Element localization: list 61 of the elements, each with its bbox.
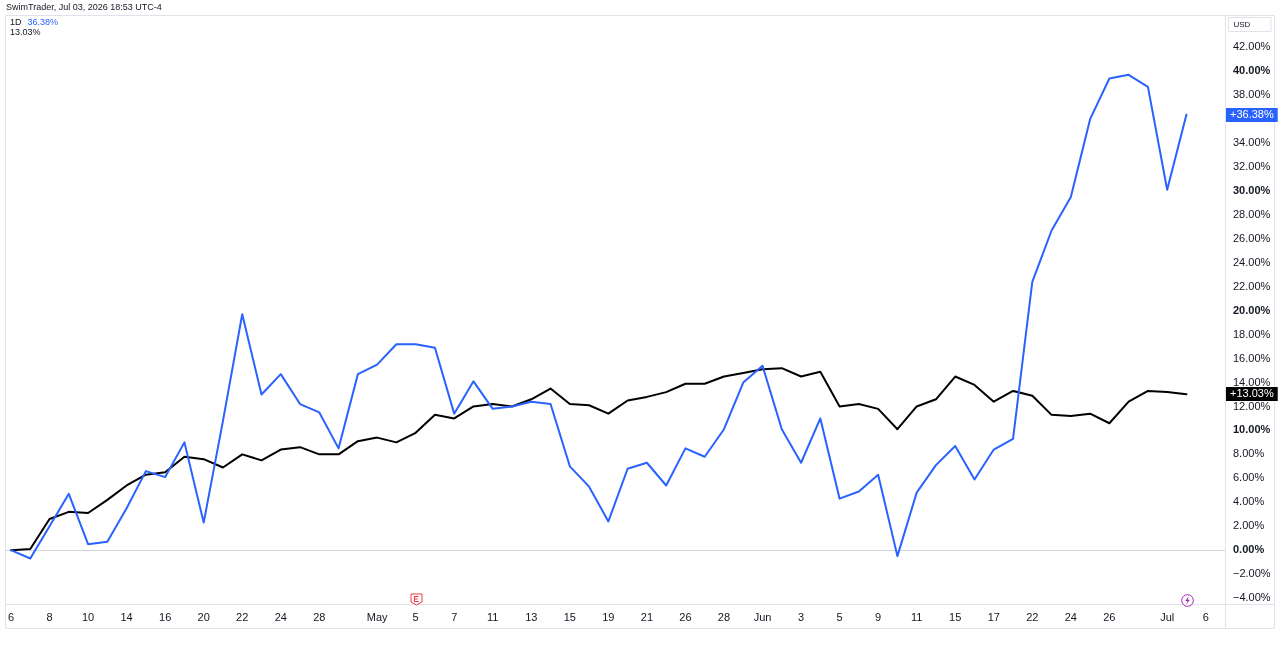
- y-tick-label: 14.00%: [1233, 375, 1271, 388]
- x-tick-label: 11: [910, 610, 923, 623]
- y-tick-label: 2.00%: [1233, 519, 1265, 532]
- x-tick-label: 16: [159, 610, 172, 623]
- x-tick-label: 28: [313, 610, 326, 623]
- y-tick-label: 32.00%: [1233, 160, 1271, 173]
- y-tick-label: 18.00%: [1233, 327, 1271, 340]
- annotation: 13.03%: [10, 27, 41, 38]
- x-tick-label: 7: [451, 610, 458, 623]
- text: SwimTrader, Jul 03, 2026 18:53 UTC-4: [6, 2, 162, 13]
- y-tick-label: 12.00%: [1233, 399, 1271, 412]
- y-tick-label: 0.00%: [1233, 543, 1265, 556]
- y-tick-label: 22.00%: [1233, 279, 1271, 292]
- x-tick-label: May: [366, 610, 389, 623]
- y-tick-label: 42.00%: [1233, 40, 1271, 53]
- x-tick-label: 8: [46, 610, 53, 623]
- y-tick-label: 28.00%: [1233, 207, 1271, 220]
- x-tick-label: 22: [1026, 610, 1039, 623]
- y-tick-label: 8.00%: [1233, 447, 1265, 460]
- x-tick-label: 10: [81, 610, 95, 623]
- y-tick-label: 26.00%: [1233, 231, 1271, 244]
- x-tick-label: 15: [949, 610, 962, 623]
- x-tick-label: 19: [602, 610, 615, 623]
- y-tick-label: 10.00%: [1233, 423, 1271, 436]
- x-tick-label: 20: [197, 610, 210, 623]
- y-tick-label: 16.00%: [1233, 351, 1271, 364]
- x-tick-label: 14: [120, 610, 133, 623]
- y-tick-label: 40.00%: [1233, 64, 1271, 77]
- y-tick-label: 6.00%: [1233, 471, 1265, 484]
- x-tick-label: 3: [798, 610, 805, 623]
- annotation: 36.38%: [27, 17, 59, 28]
- y-tick-label: 30.00%: [1233, 184, 1271, 197]
- x-tick-label: 26: [679, 610, 692, 623]
- y-tick-label: −4.00%: [1233, 591, 1271, 604]
- x-tick-label: 26: [1103, 610, 1116, 623]
- x-tick-label: Jul: [1160, 610, 1175, 623]
- y-tick-label: 20.00%: [1233, 303, 1271, 316]
- annotation: 1D: [10, 17, 23, 28]
- x-tick-label: 13: [525, 610, 538, 623]
- x-tick-label: 24: [1064, 610, 1077, 623]
- y-tick-label: 38.00%: [1233, 88, 1271, 101]
- y-tick-label: −2.00%: [1233, 567, 1271, 580]
- x-tick-label: 28: [717, 610, 731, 623]
- x-tick-label: 24: [274, 610, 287, 623]
- x-tick-label: 9: [875, 610, 882, 623]
- x-tick-label: 21: [640, 610, 654, 623]
- y-tick-label: 34.00%: [1233, 136, 1271, 149]
- x-tick-label: 5: [412, 610, 419, 623]
- text: USD: [1233, 19, 1251, 29]
- x-tick-label: 6: [7, 610, 15, 623]
- x-tick-label: 5: [836, 610, 843, 623]
- x-tick-label: Jun: [753, 610, 772, 623]
- text: +36.38%: [1230, 108, 1274, 121]
- x-tick-label: 15: [563, 610, 576, 623]
- y-tick-label: 24.00%: [1233, 255, 1271, 268]
- y-tick-label: 4.00%: [1233, 495, 1265, 508]
- x-tick-label: 11: [487, 610, 499, 623]
- x-tick-label: 17: [987, 610, 1000, 623]
- x-tick-label: 6: [1202, 610, 1209, 623]
- text: +13.03%: [1230, 387, 1274, 400]
- x-tick-label: 22: [236, 610, 249, 623]
